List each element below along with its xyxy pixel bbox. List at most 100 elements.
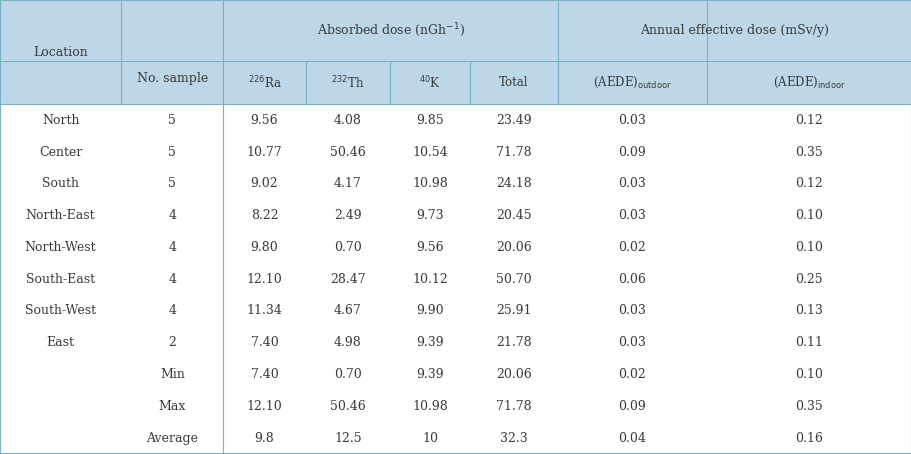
Text: 9.90: 9.90: [415, 305, 444, 317]
Text: 10.98: 10.98: [412, 178, 447, 190]
Text: 0.12: 0.12: [794, 178, 823, 190]
Text: 8.22: 8.22: [251, 209, 278, 222]
Text: North-East: North-East: [26, 209, 96, 222]
Text: 0.16: 0.16: [794, 432, 823, 444]
Text: 0.03: 0.03: [618, 209, 646, 222]
Text: 71.78: 71.78: [496, 400, 531, 413]
Text: 4: 4: [169, 273, 176, 286]
Text: 5: 5: [169, 114, 176, 127]
Text: South-East: South-East: [26, 273, 95, 286]
Text: 0.09: 0.09: [618, 146, 646, 158]
Text: $^{232}$Th: $^{232}$Th: [331, 74, 364, 91]
Bar: [121, 0, 223, 104]
Text: 25.91: 25.91: [496, 305, 531, 317]
Text: 0.35: 0.35: [794, 400, 823, 413]
Text: 5: 5: [169, 178, 176, 190]
Text: 0.12: 0.12: [794, 114, 823, 127]
Text: 0.04: 0.04: [618, 432, 646, 444]
Text: 9.85: 9.85: [415, 114, 444, 127]
Text: 9.73: 9.73: [415, 209, 444, 222]
Text: 0.35: 0.35: [794, 146, 823, 158]
Text: 21.78: 21.78: [496, 336, 531, 349]
Text: 20.06: 20.06: [496, 368, 531, 381]
Text: 0.02: 0.02: [618, 241, 646, 254]
Text: $^{40}$K: $^{40}$K: [418, 74, 441, 91]
Text: 0.06: 0.06: [618, 273, 646, 286]
Text: Absorbed dose (nGh$^{-1}$): Absorbed dose (nGh$^{-1}$): [316, 22, 465, 39]
Bar: [223, 0, 558, 61]
Text: 0.70: 0.70: [333, 368, 362, 381]
Text: No. sample: No. sample: [137, 72, 208, 85]
Text: 4.98: 4.98: [333, 336, 362, 349]
Text: 4.17: 4.17: [333, 178, 362, 190]
Text: North: North: [42, 114, 79, 127]
Text: 0.09: 0.09: [618, 400, 646, 413]
Text: 5: 5: [169, 146, 176, 158]
Text: 9.8: 9.8: [254, 432, 274, 444]
Text: 50.46: 50.46: [330, 146, 365, 158]
Text: 20.06: 20.06: [496, 241, 531, 254]
Text: 0.03: 0.03: [618, 178, 646, 190]
Text: Min: Min: [159, 368, 185, 381]
Text: North-West: North-West: [25, 241, 97, 254]
Bar: [223, 61, 305, 104]
Text: Location: Location: [33, 46, 88, 59]
Text: 9.39: 9.39: [415, 336, 444, 349]
Text: South-West: South-West: [26, 305, 96, 317]
Text: 9.39: 9.39: [415, 368, 444, 381]
Text: East: East: [46, 336, 75, 349]
Text: South: South: [42, 178, 79, 190]
Bar: [558, 0, 911, 61]
Text: Max: Max: [159, 400, 186, 413]
Text: 0.11: 0.11: [794, 336, 823, 349]
Text: 10.12: 10.12: [412, 273, 447, 286]
Text: 50.46: 50.46: [330, 400, 365, 413]
Text: 0.13: 0.13: [794, 305, 823, 317]
Text: 9.80: 9.80: [251, 241, 278, 254]
Text: 9.56: 9.56: [415, 241, 444, 254]
Text: 4: 4: [169, 305, 176, 317]
Text: 20.45: 20.45: [496, 209, 531, 222]
Bar: [0, 0, 121, 104]
Text: 71.78: 71.78: [496, 146, 531, 158]
Text: 9.56: 9.56: [251, 114, 278, 127]
Text: (AEDE)$_{\mathrm{indoor}}$: (AEDE)$_{\mathrm{indoor}}$: [773, 75, 844, 90]
Bar: [305, 61, 390, 104]
Text: 28.47: 28.47: [330, 273, 365, 286]
Text: 0.10: 0.10: [794, 368, 823, 381]
Text: 11.34: 11.34: [246, 305, 282, 317]
Text: 50.70: 50.70: [496, 273, 531, 286]
Text: 24.18: 24.18: [496, 178, 531, 190]
Text: 0.70: 0.70: [333, 241, 362, 254]
Text: 0.02: 0.02: [618, 368, 646, 381]
Text: (AEDE)$_{\mathrm{outdoor}}$: (AEDE)$_{\mathrm{outdoor}}$: [592, 75, 671, 90]
Text: 0.03: 0.03: [618, 114, 646, 127]
Bar: [390, 61, 469, 104]
Text: $^{226}$Ra: $^{226}$Ra: [248, 74, 281, 91]
Text: 0.03: 0.03: [618, 336, 646, 349]
Text: 10.77: 10.77: [246, 146, 282, 158]
Text: 2.49: 2.49: [333, 209, 362, 222]
Text: Center: Center: [39, 146, 82, 158]
Text: 0.10: 0.10: [794, 241, 823, 254]
Text: 4: 4: [169, 209, 176, 222]
Text: 10: 10: [422, 432, 437, 444]
Text: 32.3: 32.3: [499, 432, 527, 444]
Text: 12.10: 12.10: [246, 400, 282, 413]
Text: 10.54: 10.54: [412, 146, 447, 158]
Bar: [558, 61, 706, 104]
Text: 10.98: 10.98: [412, 400, 447, 413]
Text: Total: Total: [498, 76, 528, 89]
Text: 7.40: 7.40: [251, 336, 278, 349]
Text: Average: Average: [146, 432, 199, 444]
Text: 2: 2: [169, 336, 176, 349]
Text: 0.25: 0.25: [794, 273, 823, 286]
Text: 0.03: 0.03: [618, 305, 646, 317]
Text: 12.5: 12.5: [333, 432, 362, 444]
Text: 12.10: 12.10: [246, 273, 282, 286]
Bar: [469, 61, 558, 104]
Text: 7.40: 7.40: [251, 368, 278, 381]
Text: 4.08: 4.08: [333, 114, 362, 127]
Text: 4: 4: [169, 241, 176, 254]
Text: 23.49: 23.49: [496, 114, 531, 127]
